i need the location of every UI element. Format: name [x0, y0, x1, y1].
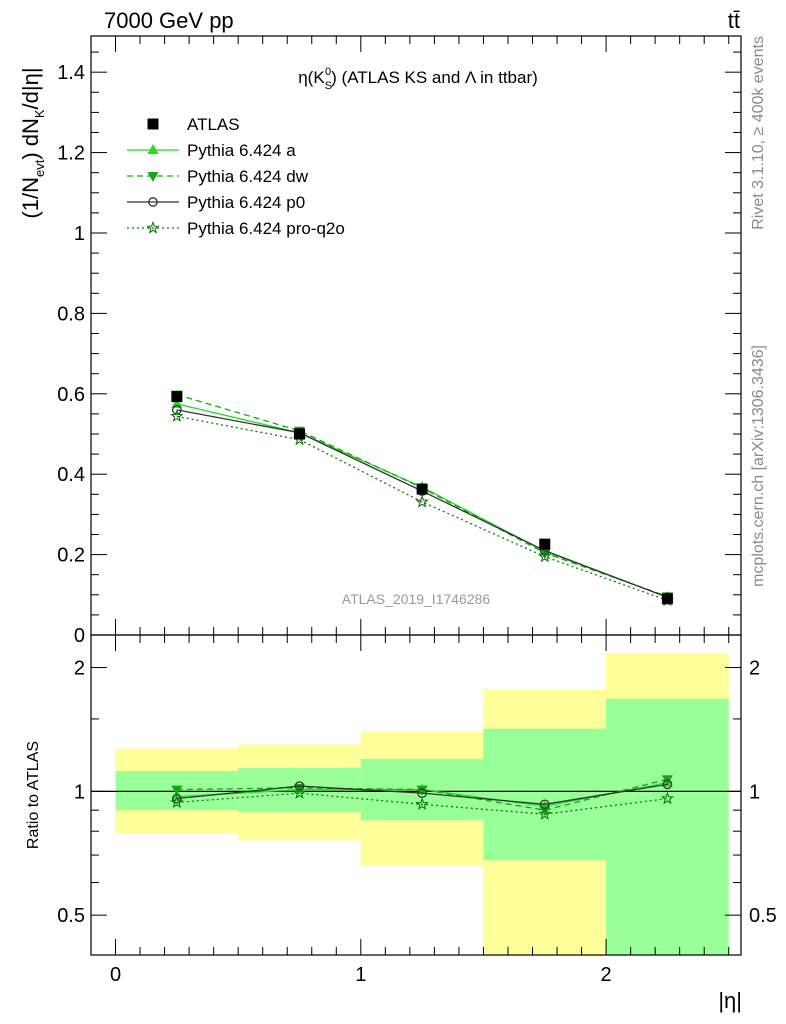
series-line-3 [176, 415, 668, 602]
series-3-point [415, 494, 429, 508]
ratio-frame [90, 634, 742, 956]
ratio-y-tick-label: 1 [74, 781, 85, 803]
x-tick-label: 0 [110, 964, 121, 986]
series-0-point [171, 397, 183, 408]
ratio-series-1-point [539, 806, 551, 817]
series-2-point [171, 405, 182, 415]
y-tick-label: 0 [74, 625, 85, 647]
ratio-series-3-point [538, 807, 552, 820]
x-tick-label: 2 [601, 964, 612, 986]
ratio-series-3-point [660, 791, 675, 805]
y-label-e: /d|η| [18, 67, 43, 109]
legend-label: Pythia 6.424 a [187, 141, 296, 160]
ratio-panel: 0.5 0.5 1 1 2 2 0 1 2 [57, 634, 777, 986]
atlas-data-point [416, 483, 428, 495]
y-tick-label: 0.6 [57, 384, 85, 406]
mcplots-text: mcplots.cern.ch [arXiv:1306.3436] [750, 345, 767, 587]
legend-marker [146, 220, 160, 234]
atlas-data-point [171, 391, 183, 403]
y-tick-label: 1 [74, 223, 85, 245]
legend-label: Pythia 6.424 pro-q2o [187, 219, 345, 238]
process-label: tt̄ [728, 8, 740, 33]
ratio-series-2-point [171, 793, 182, 804]
x-axis-label: |η| [718, 988, 742, 1013]
ratio-axis-label: Ratio to ATLAS [25, 741, 42, 849]
legend: ATLAS Pythia 6.424 a Pythia 6.424 dw Pythia… [127, 115, 345, 238]
plot-title-rest: ) (ATLAS KS and Λ in ttbar) [331, 68, 538, 87]
series-line-2 [176, 409, 668, 598]
y-tick-label: 0.8 [57, 303, 85, 325]
y-tick-label: 1.2 [57, 143, 85, 165]
analysis-watermark: ATLAS_2019_I1746286 [342, 591, 491, 607]
energy-label: 7000 GeV pp [104, 8, 234, 33]
ratio-series-1-point [416, 785, 428, 796]
plot-title: η(KS 0) (ATLAS KS and Λ in ttbar) [298, 66, 538, 92]
legend-label: Pythia 6.424 p0 [187, 193, 305, 212]
ratio-y-tick-label: 2 [74, 658, 85, 680]
plot-title-main: η(K [298, 68, 325, 87]
series-3-point [170, 409, 184, 423]
uncertainty-band-green [483, 728, 607, 861]
rivet-version-text: Rivet 3.1.10, ≥ 400k events [750, 36, 767, 230]
ratio-y-tick-label-right: 0.5 [749, 905, 777, 927]
ratio-y-tick-label: 0.5 [57, 905, 85, 927]
series-3-point [538, 549, 552, 563]
ratio-series-2-point [294, 781, 305, 791]
legend-marker [147, 118, 159, 130]
legend-label: Pythia 6.424 dw [187, 167, 309, 186]
y-label-d: K [32, 109, 47, 118]
x-tick-label: 1 [355, 964, 366, 986]
atlas-data-point [539, 538, 551, 550]
ratio-series-3-point [415, 797, 429, 811]
atlas-data-point [293, 428, 305, 440]
legend-label: ATLAS [187, 115, 240, 134]
ratio-series-line-3 [176, 792, 668, 815]
ratio-series-1-point [171, 785, 183, 796]
plot-title-sup: 0 [325, 66, 331, 78]
legend-marker [147, 144, 159, 154]
ratio-series-3-point [292, 786, 307, 799]
y-label-a: (1/N [18, 177, 43, 219]
y-label-b: evt [32, 159, 47, 177]
y-tick-label: 1.4 [57, 62, 85, 84]
ratio-series-line-2 [176, 783, 668, 805]
main-panel: 0 0.2 0.4 0.6 0.8 1 1.2 1.4 [57, 35, 742, 647]
y-label-c: ) dN [18, 118, 43, 160]
uncertainty-band-green [606, 698, 729, 955]
ratio-series-2-point [662, 779, 673, 790]
ratio-y-tick-label-right: 1 [749, 781, 760, 803]
legend-marker [148, 197, 158, 207]
y-tick-label: 0.4 [57, 464, 85, 486]
y-axis-label: (1/Nevt) dNK/d|η| [18, 67, 47, 218]
ratio-series-3-point [170, 795, 184, 809]
atlas-data-point [661, 593, 673, 605]
legend-marker [147, 172, 159, 182]
ratio-y-tick-label-right: 2 [749, 658, 760, 680]
series-line-0 [176, 403, 668, 598]
plot-title-sub: S [325, 80, 332, 92]
y-tick-label: 0.2 [57, 545, 85, 567]
